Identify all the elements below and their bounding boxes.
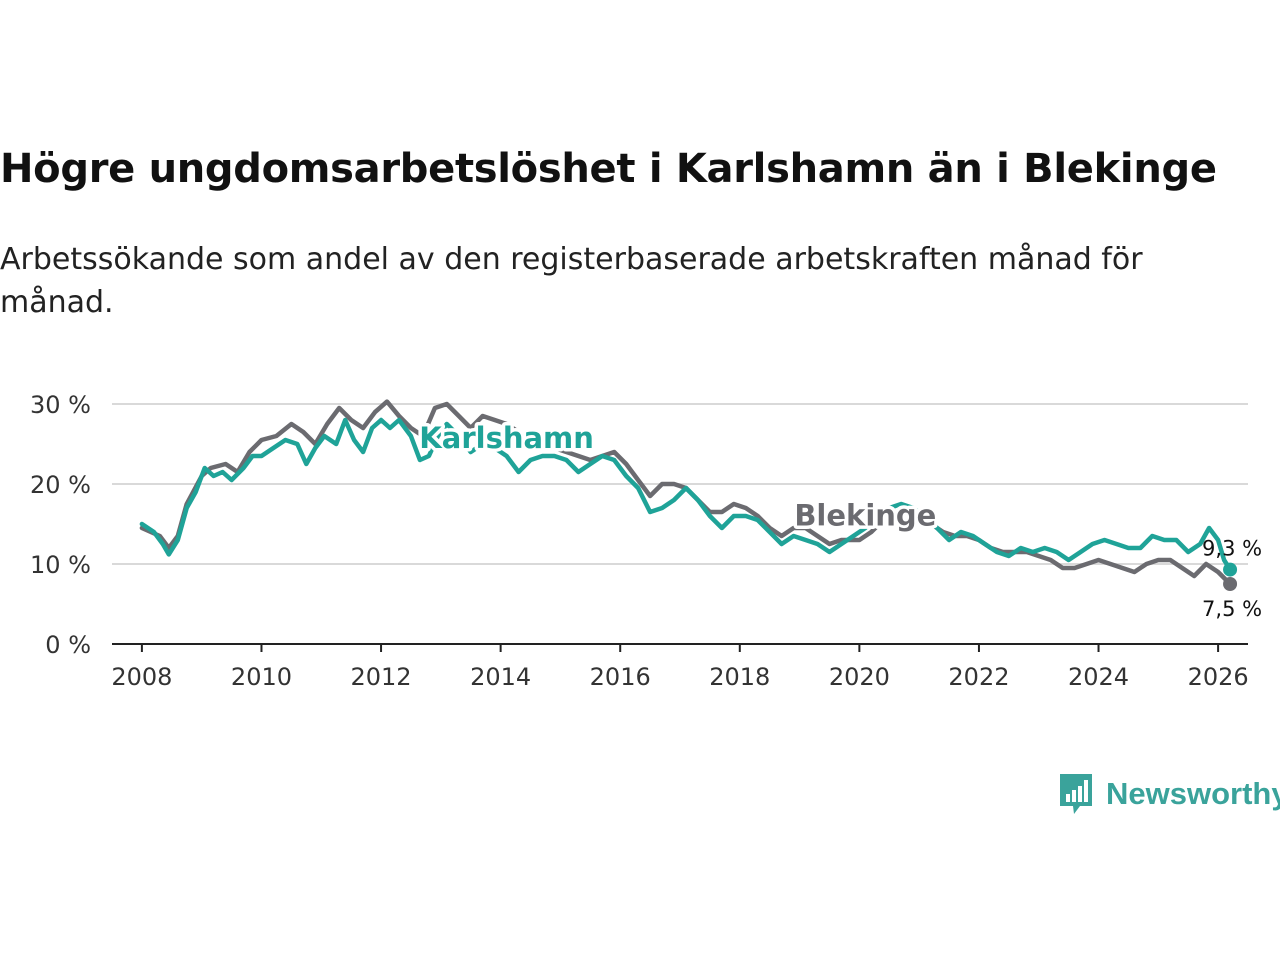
x-tick-label: 2012 — [351, 663, 412, 691]
chart-title: Högre ungdomsarbetslöshet i Karlshamn än… — [0, 146, 1217, 192]
x-axis: 2008 2010 2012 2014 2016 2018 2020 2022 2024 2026 — [111, 643, 1249, 691]
y-tick-label: 20 % — [30, 471, 91, 499]
brand-name: Newsworthy — [1106, 776, 1280, 811]
x-tick-label: 2014 — [470, 663, 531, 691]
series-label-blekinge: Blekinge — [794, 499, 936, 533]
y-axis-ticks: 0 % 10 % 20 % 30 % — [30, 391, 91, 659]
bar-chart-speech-bubble-icon — [1060, 774, 1092, 814]
series-line-karlshamn — [139, 417, 1233, 572]
endpoint-marker-karlshamn — [1223, 562, 1238, 577]
series-label-karlshamn: Karlshamn — [419, 421, 594, 455]
end-value-label-karlshamn: 9,3 % — [1202, 537, 1262, 561]
y-tick-label: 0 % — [45, 631, 91, 659]
y-tick-label: 10 % — [30, 551, 91, 579]
x-tick-label: 2026 — [1188, 663, 1249, 691]
x-tick-label: 2020 — [829, 663, 890, 691]
line-chart: 0 % 10 % 20 % 30 % 2008 2010 2012 2014 2016 2018… — [30, 391, 1262, 691]
x-tick-label: 2010 — [231, 663, 292, 691]
endpoint-marker-blekinge — [1223, 577, 1238, 591]
x-tick-label: 2018 — [709, 663, 770, 691]
brand-logo: Newsworthy — [1058, 772, 1280, 816]
chart-subtitle: Arbetssökande som andel av den registerb… — [0, 242, 1143, 320]
x-tick-label: 2016 — [590, 663, 651, 691]
x-tick-label: 2008 — [111, 663, 172, 691]
series-lines — [139, 399, 1233, 587]
x-tick-label: 2022 — [948, 663, 1009, 691]
series-endpoints: 7,5 % 9,3 % — [1202, 537, 1262, 621]
series-annotations: Karlshamn Blekinge — [416, 418, 940, 537]
x-tick-label: 2024 — [1068, 663, 1129, 691]
y-tick-label: 30 % — [30, 391, 91, 419]
end-value-label-blekinge: 7,5 % — [1202, 597, 1262, 621]
